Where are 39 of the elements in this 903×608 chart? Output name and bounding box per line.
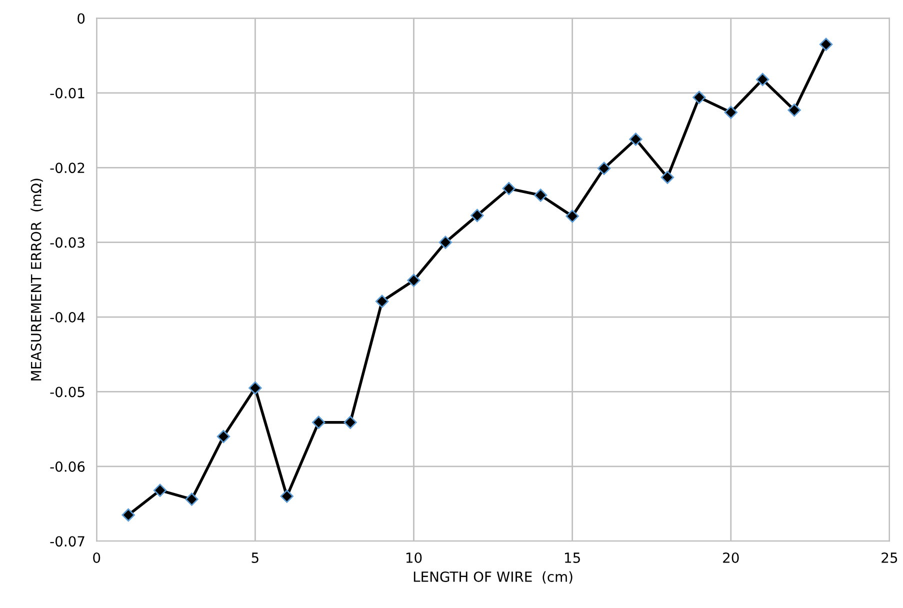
point (724, 106, 738, 119)
point (660, 170, 674, 184)
x-tick-label: 25 (882, 552, 898, 563)
x-tick-label: 10 (406, 552, 422, 563)
y-tick-label: -0.06 (50, 461, 85, 472)
x-tick-label: 5 (252, 552, 258, 563)
point (692, 90, 706, 104)
x-tick-label: 20 (723, 552, 739, 563)
x-tick-label: 0 (93, 552, 100, 563)
y-axis-title: MEASUREMENT ERROR (mΩ) (30, 178, 43, 380)
point (819, 38, 833, 51)
point (629, 132, 642, 146)
y-tick-label: 0 (78, 13, 85, 24)
y-tick-label: -0.01 (50, 88, 84, 98)
point (153, 484, 167, 497)
point (502, 182, 516, 196)
point (407, 274, 420, 288)
y-tick-label: -0.02 (50, 162, 84, 174)
y-tick-label: -0.05 (50, 386, 84, 398)
point (122, 508, 135, 522)
point (375, 294, 389, 308)
point (788, 104, 801, 117)
point (185, 492, 198, 506)
point (756, 72, 770, 86)
point (534, 188, 548, 202)
y-tick-label: -0.04 (50, 312, 85, 323)
x-tick-label: 15 (565, 552, 580, 563)
point (216, 430, 230, 444)
point (438, 236, 452, 249)
point (344, 416, 357, 429)
y-tick-label: -0.03 (50, 237, 84, 248)
point (470, 208, 484, 222)
point (597, 162, 611, 175)
x-axis-title: LENGTH OF WIRE (cm) (414, 571, 572, 584)
point (312, 416, 326, 429)
point (280, 490, 294, 503)
point (248, 381, 262, 395)
y-tick-label: -0.07 (50, 536, 84, 547)
point (566, 210, 579, 223)
